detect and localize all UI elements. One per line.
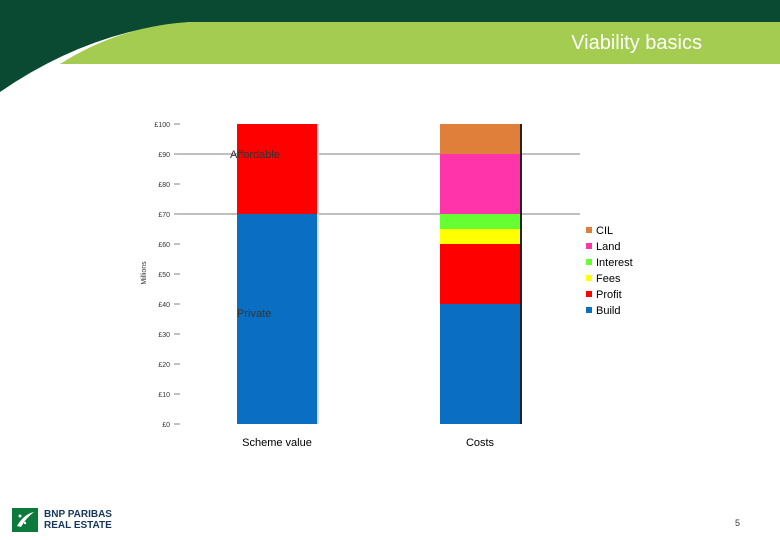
y-axis-label: Millions — [141, 261, 148, 285]
legend-label-profit: Profit — [596, 289, 622, 301]
legend-swatch-profit — [586, 291, 592, 297]
bar-segment-cil — [440, 124, 520, 154]
logo-line-2: REAL ESTATE — [44, 520, 112, 531]
y-tick-label: £40 — [158, 302, 170, 309]
bar-segment-profit — [440, 244, 520, 304]
y-tick-label: £50 — [158, 272, 170, 279]
legend-swatch-interest — [586, 259, 592, 265]
bar-segment-build — [440, 304, 520, 424]
header-green-band — [60, 22, 780, 64]
segment-label-private: Private — [237, 308, 271, 320]
bnp-stars-icon — [12, 508, 38, 532]
y-tick-label: £30 — [158, 332, 170, 339]
legend-label-fees: Fees — [596, 273, 621, 285]
legend-swatch-build — [586, 307, 592, 313]
y-tick-label: £100 — [154, 122, 170, 129]
bar-segment-land — [440, 154, 520, 214]
page-number: 5 — [735, 518, 741, 528]
bnp-paribas-logo: BNP PARIBAS REAL ESTATE — [12, 508, 142, 532]
header-banner — [0, 0, 780, 92]
y-tick-label: £70 — [158, 212, 170, 219]
y-tick-label: £20 — [158, 362, 170, 369]
segment-label-affordable: Affordable — [230, 149, 280, 161]
bar-segment-affordable — [237, 124, 317, 214]
legend-label-land: Land — [596, 241, 620, 253]
legend-swatch-cil — [586, 227, 592, 233]
category-label: Scheme value — [242, 437, 312, 449]
slide-title: Viability basics — [571, 32, 702, 54]
legend-label-interest: Interest — [596, 257, 633, 269]
y-tick-label: £10 — [158, 392, 170, 399]
legend-swatch-fees — [586, 275, 592, 281]
category-label: Costs — [466, 437, 495, 449]
bar-segment-private — [237, 214, 317, 424]
legend-label-build: Build — [596, 305, 620, 317]
logo-text: BNP PARIBAS REAL ESTATE — [44, 509, 112, 531]
legend-swatch-land — [586, 243, 592, 249]
logo-line-1: BNP PARIBAS — [44, 509, 112, 520]
y-tick-label: £80 — [158, 182, 170, 189]
y-tick-label: £0 — [162, 422, 170, 429]
bar-segment-interest — [440, 214, 520, 229]
y-tick-label: £60 — [158, 242, 170, 249]
bar-segment-fees — [440, 229, 520, 244]
legend-label-cil: CIL — [596, 225, 613, 237]
y-tick-label: £90 — [158, 152, 170, 159]
header-dark-band — [0, 0, 780, 92]
